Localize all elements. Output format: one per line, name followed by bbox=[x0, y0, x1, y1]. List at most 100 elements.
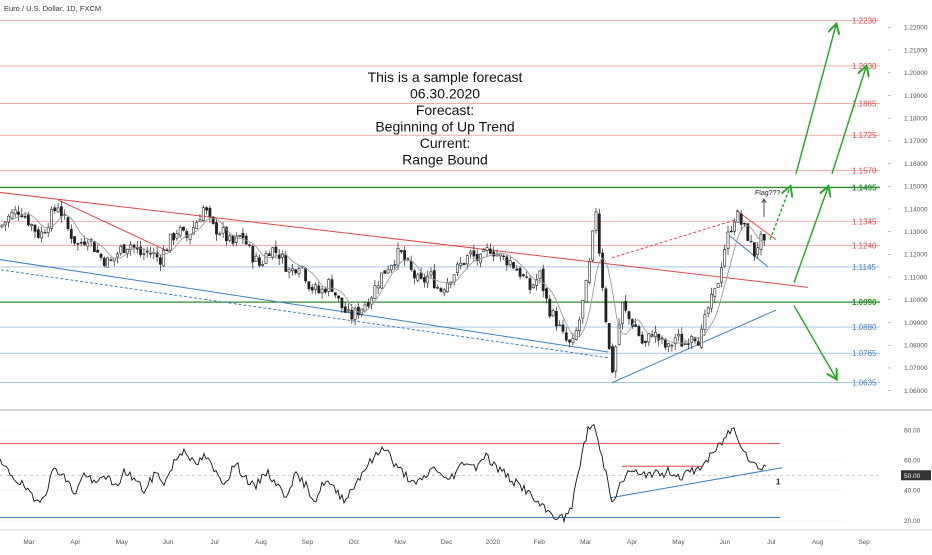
candle-body bbox=[442, 289, 446, 294]
forecast-arrow-4 bbox=[793, 305, 836, 379]
forecast-arrow-2 bbox=[769, 187, 790, 240]
candle-body bbox=[83, 241, 86, 245]
time-tick-label: Mar bbox=[23, 539, 35, 546]
candle-body bbox=[413, 270, 416, 279]
candle-body bbox=[535, 279, 539, 286]
candle-body bbox=[399, 250, 403, 253]
candle-body bbox=[10, 212, 14, 219]
osc-tick-label: 80.00 bbox=[904, 427, 921, 434]
candle-body bbox=[578, 319, 581, 332]
candle-body bbox=[743, 222, 746, 225]
price-tick-label: 1.08000 bbox=[904, 343, 928, 350]
candle-body bbox=[26, 214, 30, 226]
candle-body bbox=[211, 216, 215, 224]
candle-body bbox=[729, 230, 733, 233]
candle-body bbox=[33, 224, 37, 232]
trendline-6 bbox=[735, 209, 777, 241]
candle-body bbox=[594, 211, 598, 231]
time-tick-label: Jul bbox=[767, 539, 776, 546]
price-panel: 1.22301.20301.18651.17251.15701.14951.13… bbox=[0, 17, 880, 388]
candle-body bbox=[426, 275, 430, 284]
candle-body bbox=[53, 207, 57, 212]
candle-body bbox=[323, 288, 327, 293]
candle-body bbox=[531, 284, 535, 288]
candle-body bbox=[228, 235, 232, 241]
candle-body bbox=[264, 253, 268, 264]
candle-body bbox=[333, 292, 337, 296]
price-tick-label: 1.20000 bbox=[904, 70, 928, 77]
candle-body bbox=[96, 249, 100, 253]
price-tick-label: 1.15000 bbox=[904, 184, 928, 191]
candle-body bbox=[231, 235, 235, 244]
time-tick-label: May bbox=[672, 539, 685, 546]
candle-body bbox=[76, 243, 80, 245]
candle-body bbox=[366, 302, 370, 307]
price-tick-label: 1.10000 bbox=[904, 297, 928, 304]
candle-body bbox=[383, 270, 387, 274]
level-label-1.1865: 1.1865 bbox=[852, 99, 877, 108]
price-tick-label: 1.09000 bbox=[904, 320, 928, 327]
trendline-7 bbox=[725, 232, 769, 268]
time-tick-label: Jun bbox=[163, 539, 174, 546]
trendline-1 bbox=[57, 199, 171, 253]
candle-body bbox=[455, 263, 459, 274]
candle-body bbox=[79, 242, 83, 244]
candle-body bbox=[373, 285, 377, 299]
candle-body bbox=[574, 330, 578, 340]
candle-body bbox=[693, 337, 697, 342]
candle-body bbox=[726, 231, 730, 249]
price-tick-label: 1.18000 bbox=[904, 115, 928, 122]
osc-current-value-box bbox=[901, 470, 931, 481]
candle-body bbox=[495, 254, 499, 257]
level-label-1.0880: 1.0880 bbox=[852, 323, 877, 332]
candle-body bbox=[617, 324, 621, 346]
level-label-1.1345: 1.1345 bbox=[852, 217, 877, 226]
level-label-1.2230: 1.2230 bbox=[852, 17, 877, 26]
annotation-line-5: Range Bound bbox=[402, 152, 488, 168]
candle-body bbox=[571, 338, 575, 343]
trendline-4 bbox=[611, 309, 777, 384]
candle-body bbox=[314, 284, 317, 290]
candle-body bbox=[30, 223, 34, 227]
price-tick-label: 1.12000 bbox=[904, 252, 928, 259]
osc-tick-label: 40.00 bbox=[904, 488, 921, 495]
candle-body bbox=[168, 233, 172, 251]
candle-body bbox=[271, 247, 275, 258]
candle-body bbox=[116, 253, 119, 258]
candle-body bbox=[465, 255, 469, 265]
candle-body bbox=[162, 249, 166, 267]
candle-body bbox=[36, 229, 40, 238]
time-tick-label: Nov bbox=[394, 539, 406, 546]
candle-body bbox=[739, 213, 743, 225]
candle-body bbox=[195, 222, 199, 229]
candle-body bbox=[670, 344, 674, 347]
candle-body bbox=[624, 301, 628, 311]
level-label-1.0990: 1.0990 bbox=[852, 298, 877, 307]
candle-body bbox=[746, 223, 750, 241]
candle-body bbox=[145, 251, 149, 253]
candle-body bbox=[752, 242, 756, 257]
candle-body bbox=[356, 306, 360, 316]
candle-body bbox=[221, 227, 225, 234]
candle-body bbox=[505, 256, 509, 266]
candle-body bbox=[409, 260, 413, 270]
candle-body bbox=[472, 250, 476, 257]
candle-body bbox=[686, 343, 690, 345]
candle-body bbox=[274, 246, 278, 253]
time-tick-label: Dec bbox=[441, 539, 453, 546]
candle-body bbox=[254, 255, 258, 262]
candle-body bbox=[581, 300, 585, 319]
candle-body bbox=[43, 232, 47, 234]
candle-body bbox=[446, 282, 449, 292]
candle-body bbox=[660, 337, 664, 340]
candle-body bbox=[733, 221, 737, 232]
forecast-arrow-0 bbox=[795, 25, 836, 175]
candle-body bbox=[644, 340, 647, 343]
candle-body bbox=[396, 247, 400, 266]
candle-body bbox=[452, 274, 456, 283]
candle-body bbox=[73, 236, 77, 244]
candle-body bbox=[182, 226, 185, 231]
candle-body bbox=[307, 281, 311, 290]
candle-body bbox=[347, 309, 350, 312]
